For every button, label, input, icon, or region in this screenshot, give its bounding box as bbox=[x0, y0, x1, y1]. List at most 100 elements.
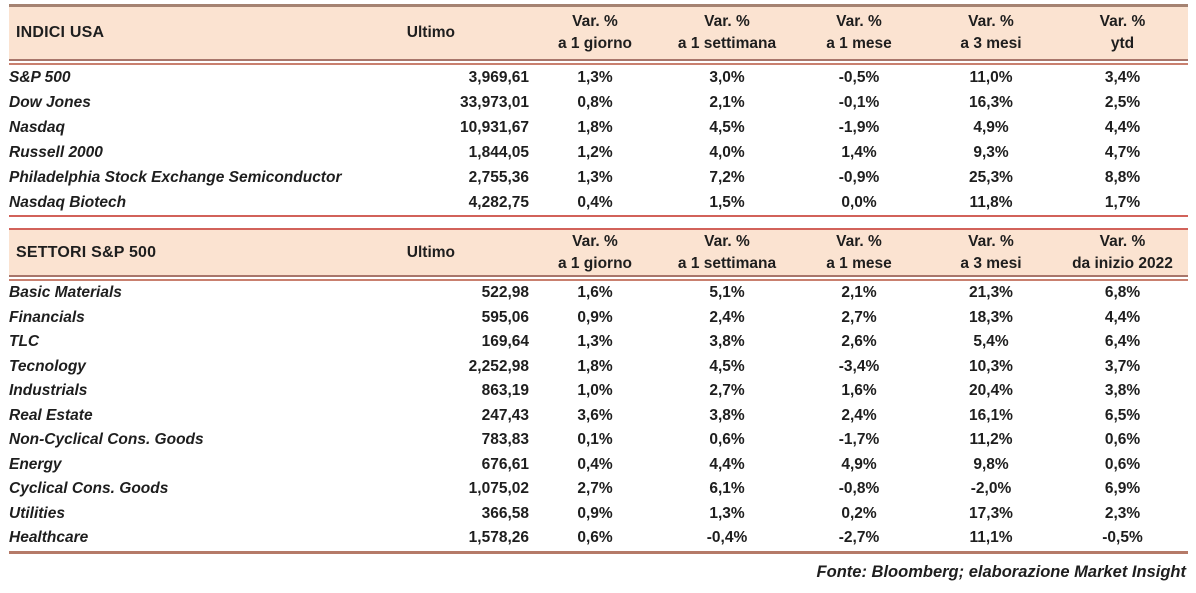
ultimo-value: 2,252,98 bbox=[468, 357, 529, 375]
var-value: -0,5% bbox=[838, 68, 880, 86]
indici-usa-header-row: INDICI USA Ultimo Var. % a 1 giorno Var.… bbox=[9, 5, 1188, 60]
table-row: Cyclical Cons. Goods 1,075,02 2,7% 6,1% -0,8… bbox=[9, 477, 1188, 502]
column-header-var-1-mese: Var. % a 1 mese bbox=[793, 5, 925, 60]
var-value: 1,6% bbox=[577, 284, 613, 302]
ultimo-value: 676,61 bbox=[481, 455, 529, 473]
column-header-var-1-settimana: Var. % a 1 settimana bbox=[661, 5, 793, 60]
var-value: 4,9% bbox=[973, 118, 1009, 136]
var-value: -3,4% bbox=[838, 357, 880, 375]
var-value: 8,8% bbox=[1104, 168, 1141, 186]
var-value: -0,8% bbox=[838, 480, 880, 498]
var-value: 0,6% bbox=[577, 529, 613, 547]
var-value: 3,4% bbox=[1104, 68, 1141, 86]
var-value: 4,7% bbox=[1104, 143, 1141, 161]
var-value: 1,3% bbox=[709, 504, 745, 522]
var-value: 1,8% bbox=[577, 118, 613, 136]
ultimo-value: 33,973,01 bbox=[460, 93, 529, 111]
var-value: -0,9% bbox=[838, 168, 880, 186]
var-value: -0,5% bbox=[1102, 529, 1143, 547]
table-row: Russell 2000 1,844,05 1,2% 4,0% 1,4% 9,3% 4,7% bbox=[9, 140, 1188, 165]
settori-sp500-rows: Basic Materials 522,98 1,6% 5,1% 2,1% 21,3% 6,… bbox=[9, 280, 1188, 552]
var-value: 2,3% bbox=[1104, 504, 1141, 522]
ultimo-value: 2,755,36 bbox=[468, 168, 529, 186]
table-row: S&P 500 3,969,61 1,3% 3,0% -0,5% 11,0% 3,4% bbox=[9, 64, 1188, 90]
table-row: Tecnology 2,252,98 1,8% 4,5% -3,4% 10,3% 3,7% bbox=[9, 355, 1188, 380]
header-double-line bbox=[9, 275, 1188, 281]
row-label: Nasdaq Biotech bbox=[9, 193, 127, 211]
row-label: S&P 500 bbox=[9, 68, 71, 86]
var-value: 16,1% bbox=[969, 406, 1013, 424]
table-row: Real Estate 247,43 3,6% 3,8% 2,4% 16,1% 6,5% bbox=[9, 404, 1188, 429]
var-value: -1,9% bbox=[838, 118, 880, 136]
var-value: 4,9% bbox=[841, 455, 877, 473]
var-value: 4,5% bbox=[709, 357, 745, 375]
row-label: Philadelphia Stock Exchange Semiconducto… bbox=[9, 168, 342, 186]
var-value: 1,0% bbox=[577, 382, 613, 400]
var-value: 3,8% bbox=[1104, 382, 1141, 400]
indici-usa-table: INDICI USA Ultimo Var. % a 1 giorno Var.… bbox=[9, 4, 1188, 217]
var-value: 2,4% bbox=[709, 308, 745, 326]
column-header-var-3-mesi: Var. % a 3 mesi bbox=[925, 5, 1057, 60]
var-value: 2,6% bbox=[841, 333, 877, 351]
var-value: 4,5% bbox=[709, 118, 745, 136]
var-value: 5,1% bbox=[709, 284, 745, 302]
var-value: 0,9% bbox=[577, 504, 613, 522]
var-value: 10,3% bbox=[969, 357, 1013, 375]
ultimo-value: 247,43 bbox=[481, 406, 529, 424]
row-label: Non-Cyclical Cons. Goods bbox=[9, 431, 204, 449]
var-value: 4,4% bbox=[1104, 308, 1141, 326]
var-value: 1,3% bbox=[577, 68, 613, 86]
var-value: 11,8% bbox=[969, 193, 1013, 211]
row-label: Energy bbox=[9, 455, 62, 473]
var-value: 20,4% bbox=[969, 382, 1013, 400]
var-value: 1,5% bbox=[709, 193, 745, 211]
var-value: 6,5% bbox=[1104, 406, 1141, 424]
var-value: 0,6% bbox=[1104, 431, 1141, 449]
table-row: Philadelphia Stock Exchange Semiconducto… bbox=[9, 165, 1188, 190]
row-label: Tecnology bbox=[9, 357, 86, 375]
var-value: 2,7% bbox=[577, 480, 613, 498]
var-value: 11,0% bbox=[969, 68, 1013, 86]
row-label: Nasdaq bbox=[9, 118, 65, 136]
ultimo-value: 4,282,75 bbox=[468, 193, 529, 211]
ultimo-value: 522,98 bbox=[481, 284, 529, 302]
settori-sp500-table: SETTORI S&P 500 Ultimo Var. % a 1 giorno… bbox=[9, 228, 1188, 554]
column-header-ultimo: Ultimo bbox=[369, 5, 529, 60]
var-value: 2,1% bbox=[709, 93, 745, 111]
table-row: Nasdaq 10,931,67 1,8% 4,5% -1,9% 4,9% 4,4% bbox=[9, 115, 1188, 140]
row-label: Real Estate bbox=[9, 406, 93, 424]
var-value: 1,6% bbox=[841, 382, 877, 400]
var-value: -0,4% bbox=[706, 529, 748, 547]
var-value: 18,3% bbox=[969, 308, 1013, 326]
ultimo-value: 10,931,67 bbox=[460, 118, 529, 136]
settori-sp500-header-row: SETTORI S&P 500 Ultimo Var. % a 1 giorno… bbox=[9, 229, 1188, 276]
var-value: 0,9% bbox=[577, 308, 613, 326]
var-value: 1,4% bbox=[841, 143, 877, 161]
row-label: Russell 2000 bbox=[9, 143, 103, 161]
var-value: 3,6% bbox=[577, 406, 613, 424]
table-row: Non-Cyclical Cons. Goods 783,83 0,1% 0,6% -1… bbox=[9, 428, 1188, 453]
column-header-var-ytd: Var. % ytd bbox=[1057, 5, 1188, 60]
table-row: Healthcare 1,578,26 0,6% -0,4% -2,7% 11,1% -0,… bbox=[9, 526, 1188, 552]
var-value: 0,8% bbox=[577, 93, 613, 111]
table-title-indici-usa: INDICI USA bbox=[9, 5, 369, 60]
var-value: 3,0% bbox=[709, 68, 745, 86]
ultimo-value: 366,58 bbox=[481, 504, 529, 522]
var-value: 2,7% bbox=[709, 382, 745, 400]
var-value: 21,3% bbox=[969, 284, 1013, 302]
column-header-var-3-mesi: Var. % a 3 mesi bbox=[925, 229, 1057, 276]
var-value: 2,4% bbox=[841, 406, 877, 424]
ultimo-value: 595,06 bbox=[481, 308, 529, 326]
var-value: 4,4% bbox=[1104, 118, 1141, 136]
column-header-var-da-inizio-2022: Var. % da inizio 2022 bbox=[1057, 229, 1188, 276]
var-value: 0,6% bbox=[709, 431, 745, 449]
var-value: 1,7% bbox=[1104, 193, 1141, 211]
ultimo-value: 1,075,02 bbox=[468, 480, 529, 498]
column-header-var-1-giorno: Var. % a 1 giorno bbox=[529, 229, 661, 276]
row-label: Financials bbox=[9, 308, 85, 326]
var-value: 1,3% bbox=[577, 333, 613, 351]
column-header-ultimo: Ultimo bbox=[369, 229, 529, 276]
var-value: 25,3% bbox=[969, 168, 1013, 186]
var-value: 0,4% bbox=[577, 455, 613, 473]
row-label: Healthcare bbox=[9, 529, 89, 547]
